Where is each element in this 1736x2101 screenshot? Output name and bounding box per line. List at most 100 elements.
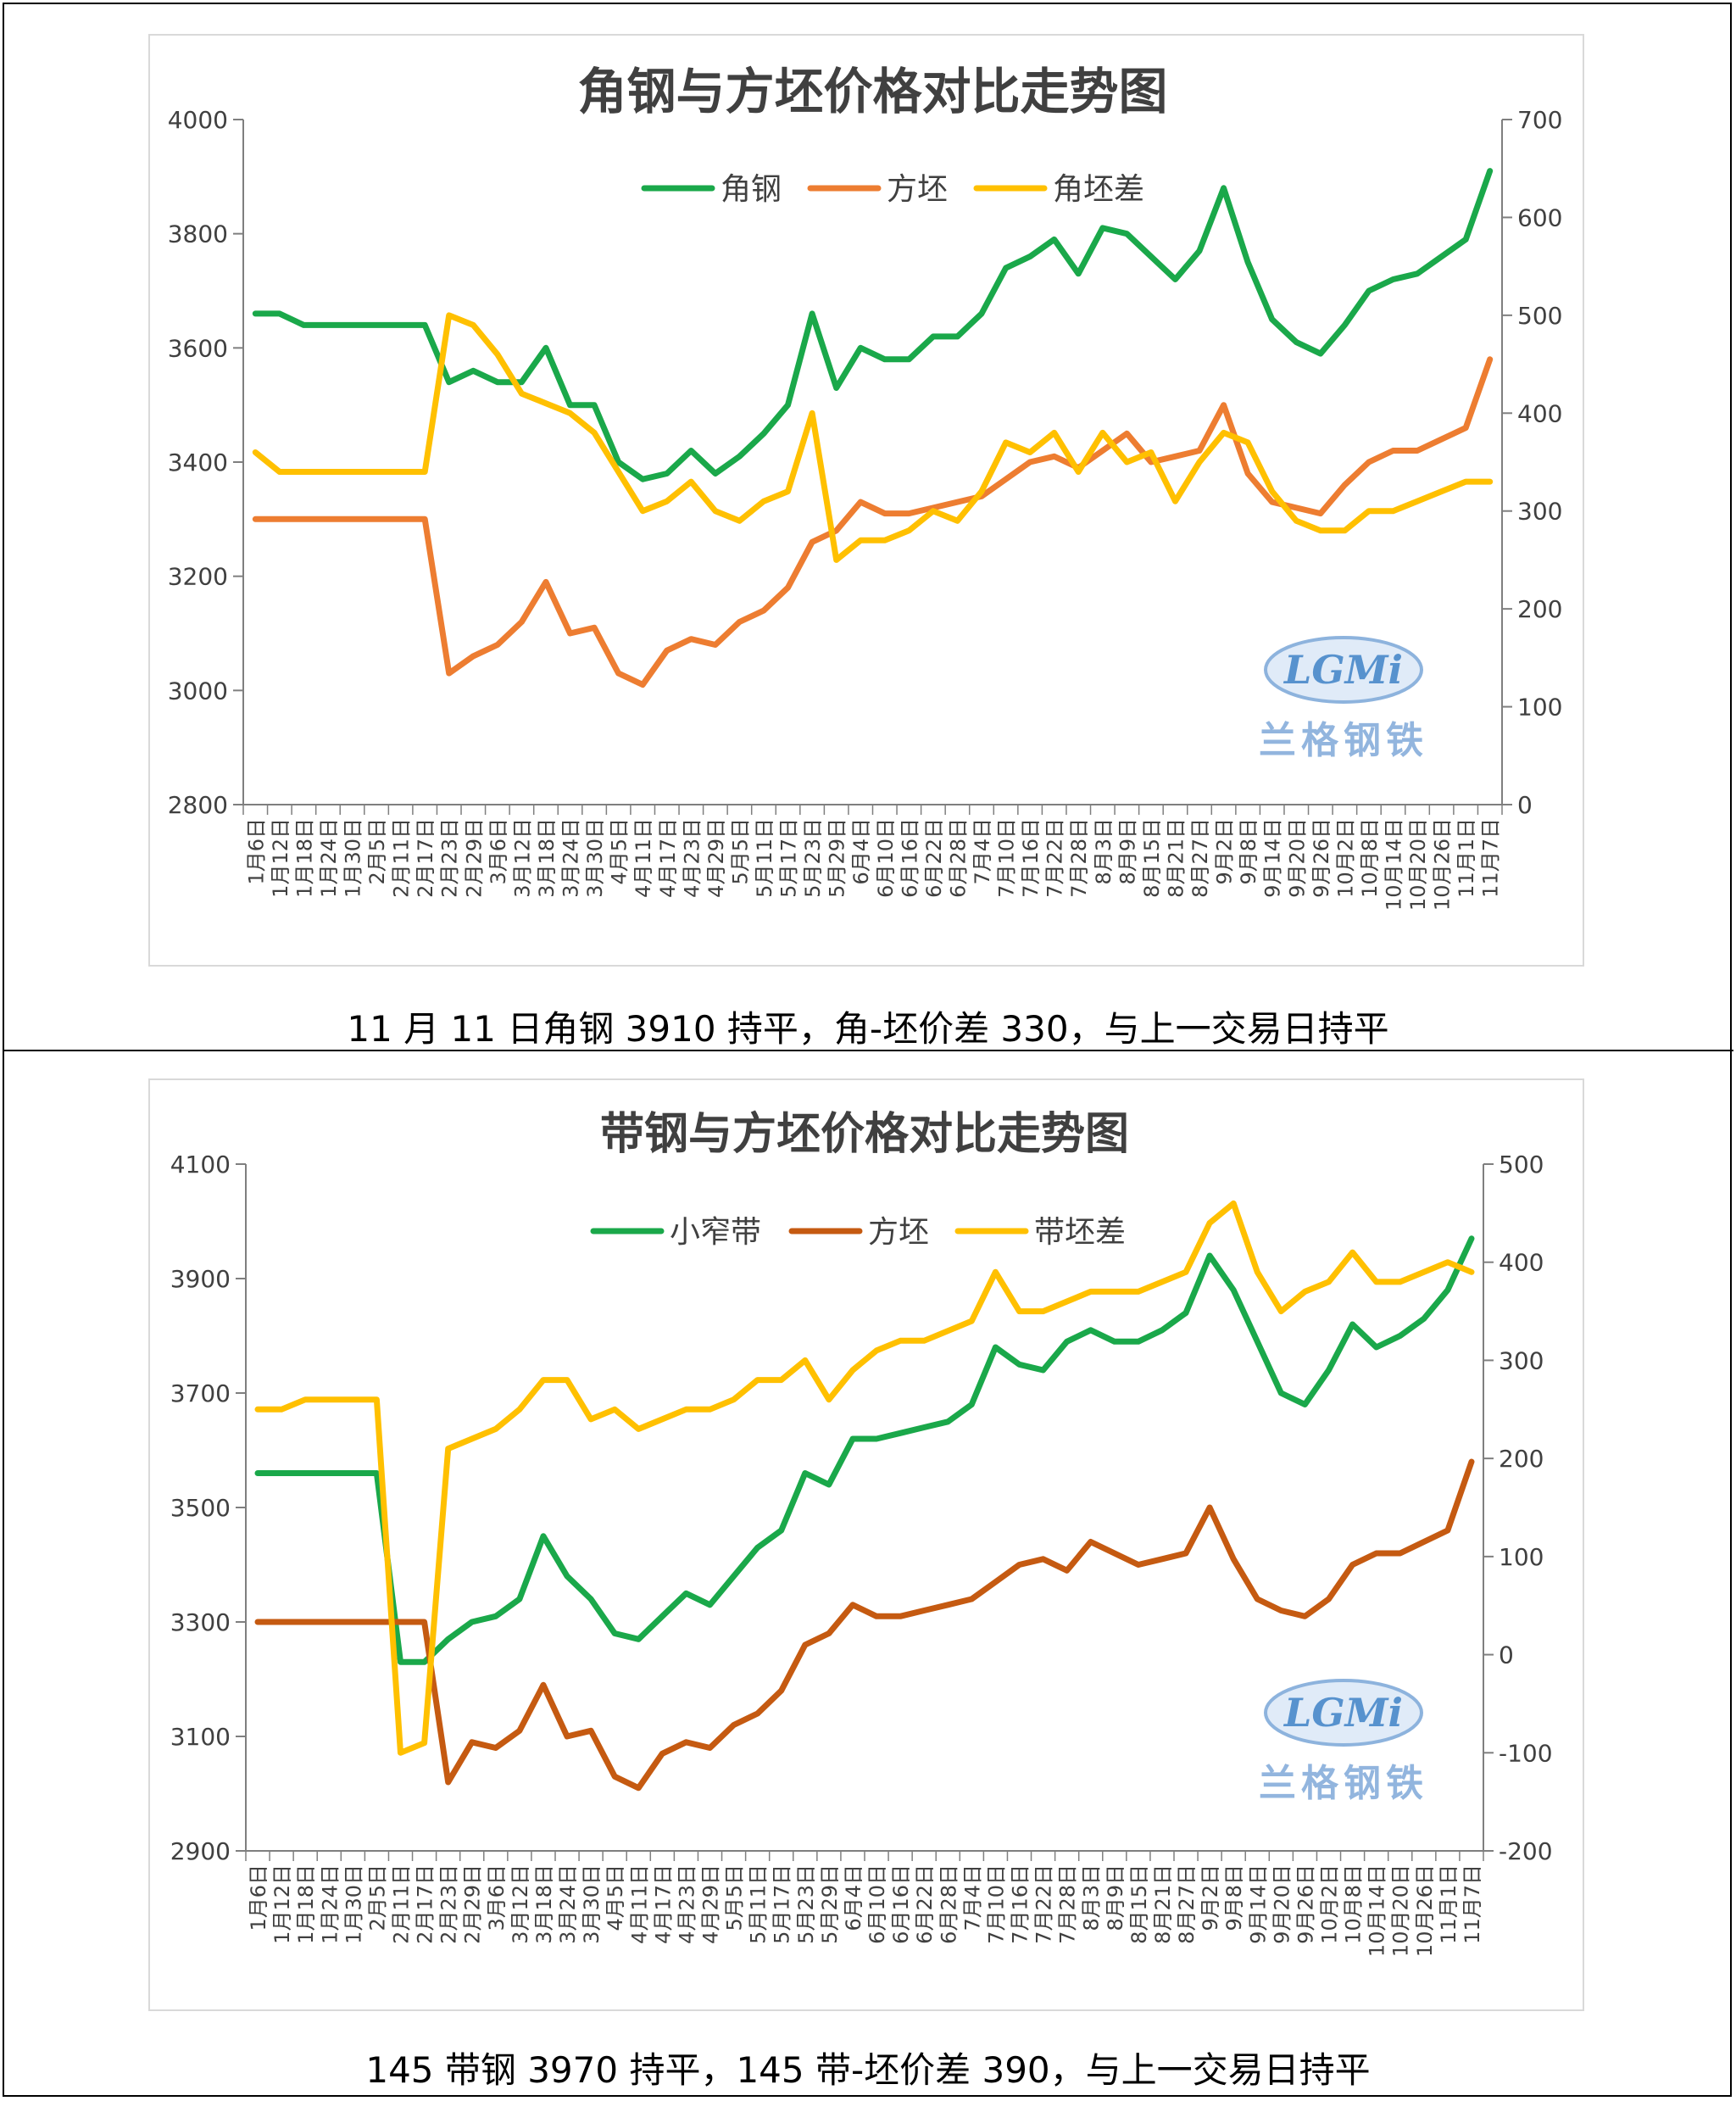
x-tick-label: 4月23日 [680, 818, 704, 898]
x-tick-label: 1月6日 [244, 818, 268, 885]
x-tick-label: 7月28日 [1067, 818, 1091, 898]
x-tick-label: 7月4日 [960, 1864, 984, 1931]
chart-title: 带钢与方坯价格对比走势图 [600, 1109, 1129, 1160]
legend-label: 方坯 [887, 172, 948, 207]
x-tick-label: 1月6日 [247, 1864, 270, 1931]
x-tick-label: 10月20日 [1389, 1864, 1413, 1957]
x-tick-label: 7月10日 [995, 818, 1019, 898]
x-tick-label: 10月26日 [1413, 1864, 1437, 1957]
x-tick-label: 3月18日 [535, 818, 559, 898]
angle-steel-chart: 角钢与方坯价格对比走势图2800300032003400360038004000… [168, 63, 1563, 911]
logo-watermark: LGMi 兰格钢铁 [1259, 636, 1428, 762]
x-tick-label: 5月29日 [818, 1864, 842, 1944]
logo-name: 兰格钢铁 [1259, 719, 1428, 762]
x-tick-label: 4月23日 [675, 1864, 698, 1944]
left-tick-label: 3300 [170, 1608, 231, 1636]
series-line-角坯差 [252, 312, 1494, 563]
x-tick-label: 6月28日 [937, 1864, 960, 1944]
x-tick-label: 8月3日 [1092, 818, 1116, 885]
x-tick-label: 4月29日 [704, 818, 728, 898]
legend-label: 角坯差 [1053, 172, 1144, 207]
x-tick-label: 1月24日 [318, 1864, 342, 1944]
x-tick-label: 4月11日 [632, 818, 655, 898]
x-tick-label: 4月17日 [656, 818, 680, 898]
x-tick-label: 6月22日 [913, 1864, 937, 1944]
x-tick-label: 5月17日 [777, 818, 801, 898]
x-tick-label: 10月2日 [1333, 818, 1357, 898]
series-line-小窄带 [254, 1235, 1475, 1665]
x-tick-label: 10月8日 [1342, 1864, 1366, 1944]
x-tick-label: 9月14日 [1246, 1864, 1270, 1944]
top-caption: 11 月 11 日角钢 3910 持平，角-坯价差 330，与上一交易日持平 [347, 1008, 1389, 1050]
x-tick-label: 8月21日 [1151, 1864, 1175, 1944]
x-tick-label: 2月29日 [461, 1864, 485, 1944]
x-tick-label: 8月9日 [1116, 818, 1139, 885]
x-tick-label: 9月26日 [1294, 1864, 1317, 1944]
x-tick-label: 1月30日 [342, 1864, 365, 1944]
logo-ellipse [1264, 636, 1423, 704]
x-tick-label: 3月30日 [583, 818, 607, 898]
x-tick-label: 4月11日 [627, 1864, 651, 1944]
x-tick-label: 3月24日 [559, 818, 583, 898]
x-tick-label: 2月17日 [414, 1864, 437, 1944]
x-tick-label: 2月17日 [414, 818, 437, 898]
left-tick-label: 3400 [168, 449, 228, 476]
x-tick-label: 5月5日 [728, 818, 752, 885]
x-tick-label: 8月21日 [1164, 818, 1188, 898]
left-tick-label: 2800 [168, 791, 228, 819]
x-tick-label: 6月28日 [946, 818, 970, 898]
right-tick-label: 300 [1499, 1346, 1544, 1374]
top-chart-panel [148, 34, 1584, 967]
x-tick-label: 8月3日 [1080, 1864, 1104, 1931]
logo-mark: LGMi [1283, 1690, 1403, 1736]
x-tick-label: 9月2日 [1199, 1864, 1222, 1931]
bottom-caption: 145 带钢 3970 持平，145 带-坯价差 390，与上一交易日持平 [365, 2049, 1371, 2091]
x-tick-label: 1月18日 [294, 1864, 318, 1944]
logo-ellipse [1264, 1679, 1423, 1747]
x-tick-label: 4月5日 [608, 818, 632, 885]
x-tick-label: 10月8日 [1358, 818, 1382, 898]
x-tick-label: 8月15日 [1127, 1864, 1151, 1944]
right-tick-label: 200 [1499, 1445, 1544, 1473]
x-tick-label: 7月22日 [1032, 1864, 1056, 1944]
right-tick-label: 100 [1517, 694, 1562, 722]
legend-label: 角钢 [721, 172, 782, 207]
x-tick-label: 10月26日 [1431, 818, 1455, 911]
x-tick-label: 5月11日 [747, 1864, 771, 1944]
x-tick-label: 11月7日 [1479, 818, 1503, 898]
x-tick-label: 2月11日 [390, 818, 414, 898]
series-line-带坯差 [254, 1200, 1475, 1756]
x-tick-label: 6月10日 [874, 818, 898, 898]
x-tick-label: 6月22日 [922, 818, 946, 898]
x-tick-label: 8月27日 [1175, 1864, 1199, 1944]
x-tick-label: 5月23日 [801, 818, 825, 898]
x-tick-label: 4月29日 [699, 1864, 723, 1944]
x-tick-label: 5月29日 [826, 818, 849, 898]
x-tick-label: 3月30日 [580, 1864, 604, 1944]
left-tick-label: 3900 [170, 1265, 231, 1293]
x-tick-label: 9月26日 [1310, 818, 1333, 898]
x-tick-label: 6月4日 [849, 818, 873, 885]
x-tick-label: 2月23日 [437, 1864, 461, 1944]
x-tick-label: 3月18日 [532, 1864, 556, 1944]
right-tick-label: 0 [1517, 791, 1533, 819]
legend-label: 小窄带 [670, 1215, 761, 1250]
x-tick-label: 9月8日 [1222, 1864, 1246, 1931]
x-tick-label: 3月12日 [510, 818, 534, 898]
right-tick-label: 600 [1517, 203, 1562, 231]
right-tick-label: 400 [1499, 1249, 1544, 1277]
x-tick-label: 9月20日 [1285, 818, 1309, 898]
series-line-方坯 [254, 1458, 1475, 1792]
left-tick-label: 3000 [168, 677, 228, 705]
x-tick-label: 7月10日 [984, 1864, 1008, 1944]
x-tick-label: 2月5日 [365, 818, 389, 885]
right-tick-label: 0 [1499, 1641, 1514, 1669]
left-tick-label: 3600 [168, 334, 228, 362]
series-line-角钢 [252, 168, 1494, 482]
x-tick-label: 1月18日 [292, 818, 316, 898]
x-tick-label: 11月1日 [1437, 1864, 1461, 1944]
chart-title: 角钢与方坯价格对比走势图 [577, 63, 1167, 120]
logo-name: 兰格钢铁 [1259, 1762, 1428, 1805]
x-tick-label: 4月17日 [651, 1864, 675, 1944]
x-tick-label: 3月6日 [487, 818, 510, 885]
